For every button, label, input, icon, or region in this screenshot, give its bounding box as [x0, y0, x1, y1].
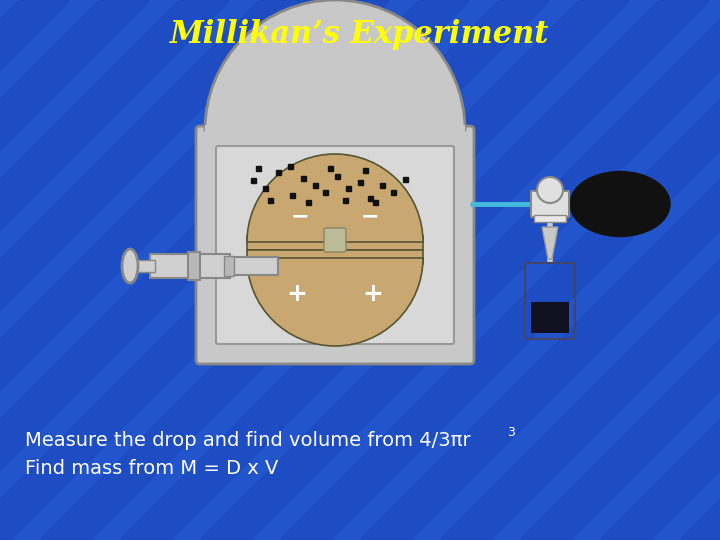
FancyBboxPatch shape: [324, 228, 346, 252]
Bar: [346, 186, 351, 191]
Bar: [372, 199, 377, 205]
Bar: [300, 176, 305, 180]
Bar: [224, 256, 234, 276]
Polygon shape: [542, 227, 558, 259]
Bar: [247, 236, 423, 250]
Polygon shape: [360, 0, 720, 540]
Bar: [305, 199, 310, 205]
Bar: [358, 179, 362, 185]
FancyBboxPatch shape: [531, 191, 569, 217]
Bar: [312, 183, 318, 187]
Bar: [323, 190, 328, 194]
Polygon shape: [440, 0, 720, 540]
Bar: [390, 190, 395, 194]
Bar: [228, 257, 278, 275]
Wedge shape: [205, 0, 465, 130]
Polygon shape: [40, 0, 630, 540]
Polygon shape: [120, 0, 710, 540]
Circle shape: [537, 177, 563, 203]
Text: +: +: [363, 282, 384, 306]
Polygon shape: [200, 0, 720, 540]
Bar: [268, 198, 272, 202]
Bar: [150, 254, 230, 278]
Polygon shape: [520, 0, 720, 540]
Bar: [247, 250, 423, 264]
Polygon shape: [0, 0, 550, 540]
Wedge shape: [247, 154, 423, 242]
Text: Measure the drop and find volume from 4/3πr: Measure the drop and find volume from 4/…: [25, 430, 471, 449]
FancyBboxPatch shape: [196, 126, 474, 364]
Text: −: −: [291, 206, 310, 226]
Polygon shape: [0, 0, 310, 540]
Text: −: −: [361, 206, 379, 226]
Polygon shape: [600, 0, 720, 540]
Bar: [289, 192, 294, 198]
Bar: [263, 186, 268, 191]
Polygon shape: [0, 0, 470, 540]
Text: 3: 3: [507, 426, 515, 438]
Bar: [362, 167, 367, 172]
Bar: [343, 198, 348, 202]
Bar: [367, 195, 372, 200]
Ellipse shape: [122, 249, 138, 283]
Polygon shape: [0, 0, 390, 540]
Polygon shape: [0, 0, 230, 540]
Bar: [251, 178, 256, 183]
Bar: [531, 301, 569, 333]
Bar: [379, 183, 384, 187]
Bar: [276, 170, 281, 174]
Text: Millikan’s Experiment: Millikan’s Experiment: [171, 19, 549, 51]
Bar: [402, 177, 408, 181]
Text: +: +: [287, 282, 307, 306]
Bar: [328, 165, 333, 171]
Bar: [534, 215, 566, 222]
Text: Find mass from M = D x V: Find mass from M = D x V: [25, 458, 279, 477]
Bar: [135, 260, 155, 272]
FancyBboxPatch shape: [216, 146, 454, 344]
Polygon shape: [280, 0, 720, 540]
Polygon shape: [0, 0, 150, 540]
Polygon shape: [0, 0, 70, 540]
Ellipse shape: [570, 172, 670, 237]
Bar: [188, 252, 200, 280]
Polygon shape: [680, 0, 720, 540]
Bar: [335, 173, 340, 179]
Bar: [256, 165, 261, 171]
Wedge shape: [247, 258, 423, 346]
Bar: [287, 164, 292, 168]
Bar: [205, 125, 465, 135]
